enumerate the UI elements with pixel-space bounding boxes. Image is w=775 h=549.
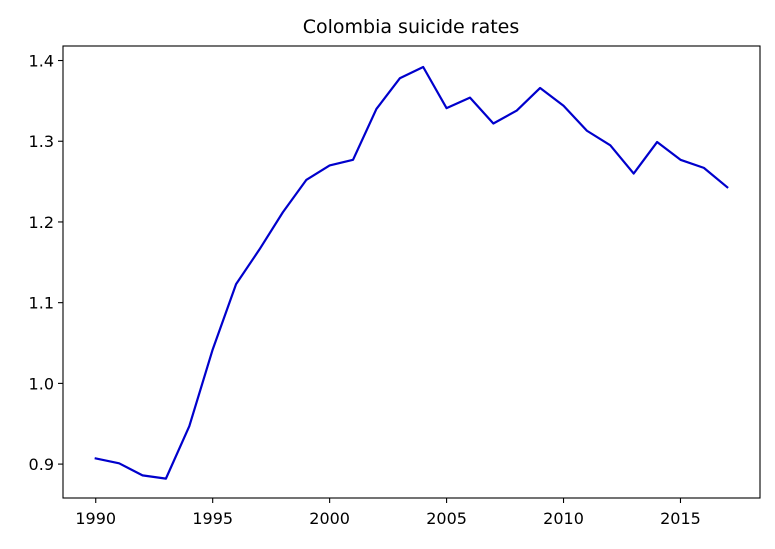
chart-title: Colombia suicide rates	[303, 16, 520, 38]
y-tick-label: 1.3	[29, 132, 54, 151]
y-tick-label: 1.4	[29, 52, 54, 71]
axes: 1990 1995 2000 2005 2010 2015 0.9 1.0 1.1 1.2 1.3 1…	[29, 45, 761, 528]
x-tick-label: 1995	[192, 509, 233, 528]
axes-frame	[62, 45, 761, 499]
series-line	[94, 65, 729, 480]
x-tick-label: 2010	[543, 509, 584, 528]
x-tick-label: 1990	[75, 509, 116, 528]
y-tick-label: 0.9	[29, 455, 54, 474]
y-tick-label: 1.2	[29, 213, 54, 232]
plot-area	[94, 65, 729, 480]
x-tick-label: 2015	[660, 509, 701, 528]
y-tick-label: 1.0	[29, 374, 54, 393]
y-tick-label: 1.1	[29, 294, 54, 313]
x-tick-label: 2005	[426, 509, 467, 528]
x-tick-label: 2000	[309, 509, 350, 528]
